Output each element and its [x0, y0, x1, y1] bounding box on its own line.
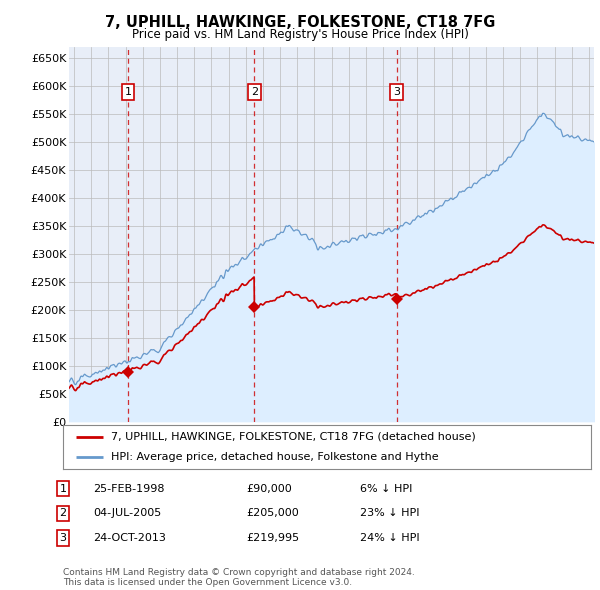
Text: £90,000: £90,000	[246, 484, 292, 493]
Text: 24-OCT-2013: 24-OCT-2013	[93, 533, 166, 543]
Text: 1: 1	[125, 87, 131, 97]
Text: 1: 1	[59, 484, 67, 493]
Text: 3: 3	[393, 87, 400, 97]
Text: £205,000: £205,000	[246, 509, 299, 518]
Text: 7, UPHILL, HAWKINGE, FOLKESTONE, CT18 7FG (detached house): 7, UPHILL, HAWKINGE, FOLKESTONE, CT18 7F…	[110, 432, 475, 442]
Text: Contains HM Land Registry data © Crown copyright and database right 2024.
This d: Contains HM Land Registry data © Crown c…	[63, 568, 415, 587]
Text: 23% ↓ HPI: 23% ↓ HPI	[360, 509, 419, 518]
Text: 7, UPHILL, HAWKINGE, FOLKESTONE, CT18 7FG: 7, UPHILL, HAWKINGE, FOLKESTONE, CT18 7F…	[105, 15, 495, 30]
Text: 25-FEB-1998: 25-FEB-1998	[93, 484, 164, 493]
Text: 2: 2	[251, 87, 258, 97]
Text: HPI: Average price, detached house, Folkestone and Hythe: HPI: Average price, detached house, Folk…	[110, 452, 438, 462]
Text: Price paid vs. HM Land Registry's House Price Index (HPI): Price paid vs. HM Land Registry's House …	[131, 28, 469, 41]
Text: 6% ↓ HPI: 6% ↓ HPI	[360, 484, 412, 493]
Text: 3: 3	[59, 533, 67, 543]
Text: 04-JUL-2005: 04-JUL-2005	[93, 509, 161, 518]
Text: 2: 2	[59, 509, 67, 518]
Text: £219,995: £219,995	[246, 533, 299, 543]
Text: 24% ↓ HPI: 24% ↓ HPI	[360, 533, 419, 543]
